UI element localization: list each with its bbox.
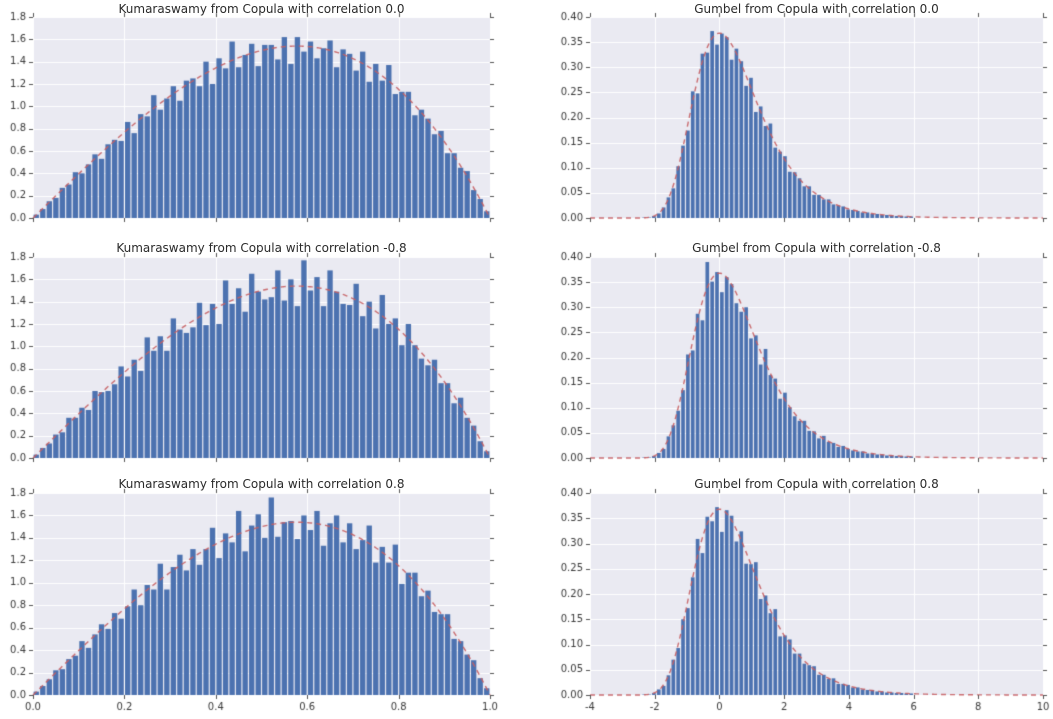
subplot-title-kumaraswamy-corr-08: Kumaraswamy from Copula with correlation… xyxy=(118,477,405,491)
subplot-title-gumbel-corr-neg08: Gumbel from Copula with correlation -0.8 xyxy=(692,241,941,255)
subplot-title-kumaraswamy-corr-neg08: Kumaraswamy from Copula with correlation… xyxy=(116,241,407,255)
subplot-title-kumaraswamy-corr-0: Kumaraswamy from Copula with correlation… xyxy=(118,2,405,16)
subplot-title-gumbel-corr-08: Gumbel from Copula with correlation 0.8 xyxy=(694,477,939,491)
subplot-title-gumbel-corr-0: Gumbel from Copula with correlation 0.0 xyxy=(694,2,939,16)
